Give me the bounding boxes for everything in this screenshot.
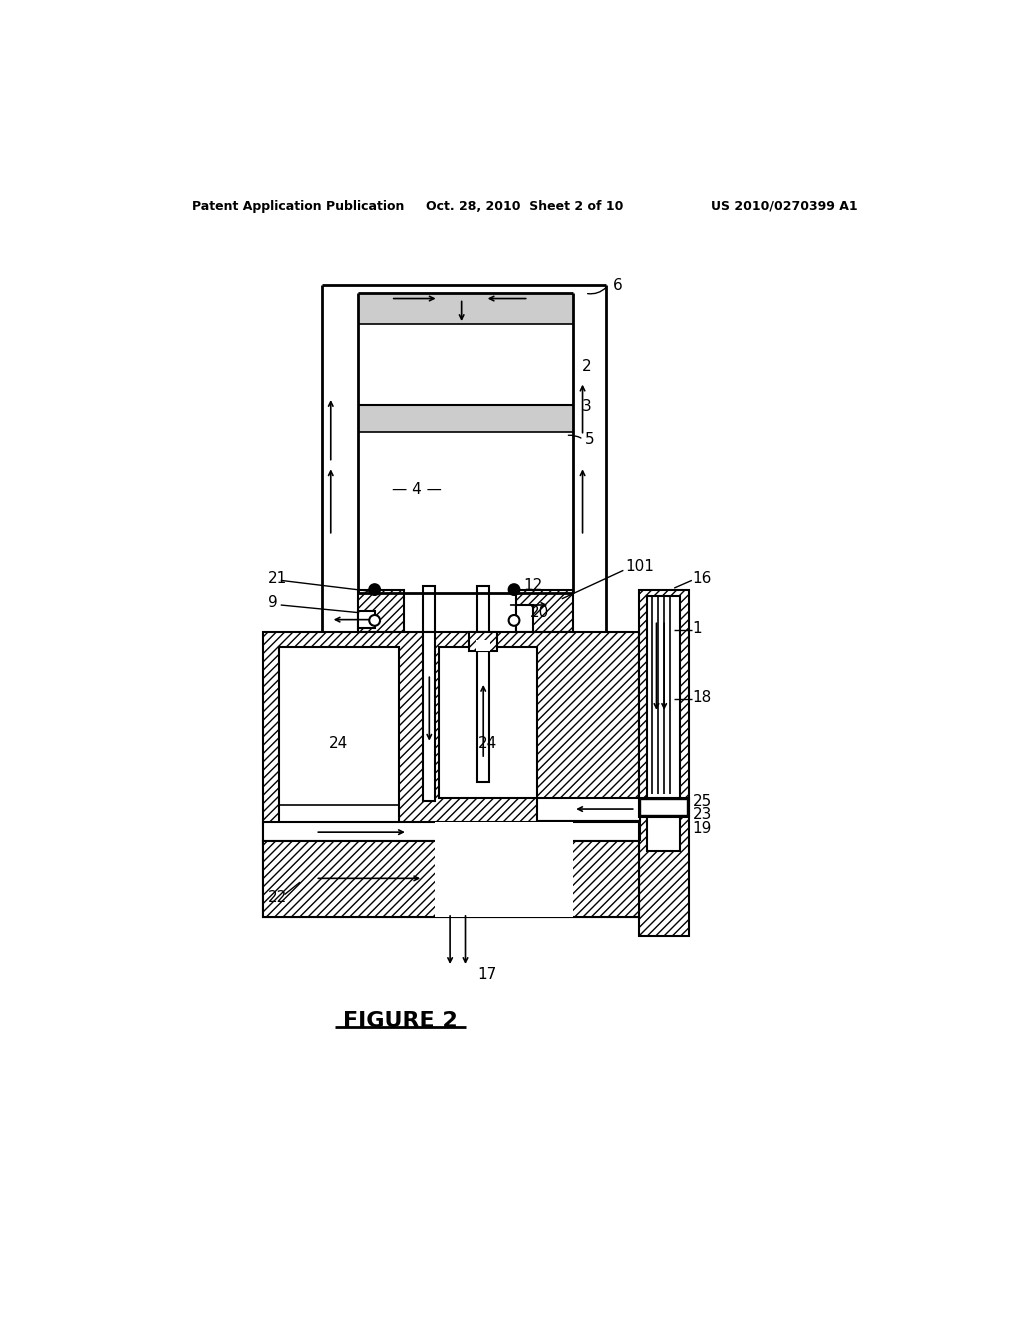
- Text: 16: 16: [692, 570, 712, 586]
- Text: Patent Application Publication: Patent Application Publication: [193, 199, 404, 213]
- Circle shape: [509, 615, 519, 626]
- Text: 25: 25: [692, 793, 712, 809]
- Circle shape: [509, 585, 519, 595]
- Bar: [469, 632, 497, 651]
- Text: 6: 6: [612, 279, 623, 293]
- Text: 3: 3: [582, 399, 592, 414]
- Text: — 4 —: — 4 —: [392, 482, 442, 498]
- Bar: [423, 586, 435, 640]
- Bar: [358, 293, 573, 323]
- Text: US 2010/0270399 A1: US 2010/0270399 A1: [711, 199, 857, 213]
- Text: 20: 20: [529, 605, 549, 620]
- Bar: [515, 605, 532, 632]
- Circle shape: [370, 585, 380, 595]
- Bar: [647, 595, 680, 822]
- Text: 5: 5: [585, 432, 595, 447]
- Bar: [438, 647, 538, 797]
- Text: 2: 2: [582, 359, 592, 374]
- Bar: [263, 822, 639, 841]
- Text: 1: 1: [692, 620, 702, 636]
- Bar: [357, 590, 403, 632]
- Text: 18: 18: [692, 690, 712, 705]
- Text: FIGURE 2: FIGURE 2: [343, 1011, 458, 1031]
- Text: 17: 17: [477, 968, 497, 982]
- Text: 19: 19: [692, 821, 712, 836]
- Text: 21: 21: [267, 570, 287, 586]
- Bar: [640, 799, 687, 816]
- Text: 24: 24: [329, 737, 348, 751]
- Bar: [477, 632, 489, 781]
- Bar: [280, 647, 398, 840]
- Text: Oct. 28, 2010  Sheet 2 of 10: Oct. 28, 2010 Sheet 2 of 10: [426, 199, 624, 213]
- Text: 24: 24: [478, 737, 498, 751]
- Bar: [263, 841, 639, 917]
- Bar: [515, 590, 573, 632]
- Bar: [357, 611, 375, 628]
- Bar: [423, 632, 435, 801]
- Bar: [263, 632, 639, 917]
- Text: 101: 101: [626, 558, 654, 574]
- Bar: [477, 586, 489, 640]
- Text: 9: 9: [267, 595, 278, 610]
- Bar: [647, 817, 680, 851]
- Text: 12: 12: [523, 578, 543, 593]
- Bar: [476, 640, 490, 651]
- Bar: [538, 821, 640, 840]
- Circle shape: [370, 615, 380, 626]
- Text: 23: 23: [692, 807, 712, 822]
- Bar: [358, 405, 573, 432]
- Bar: [435, 822, 573, 917]
- Text: 22: 22: [267, 890, 287, 906]
- Bar: [639, 590, 689, 936]
- Bar: [538, 797, 640, 821]
- Bar: [639, 797, 689, 817]
